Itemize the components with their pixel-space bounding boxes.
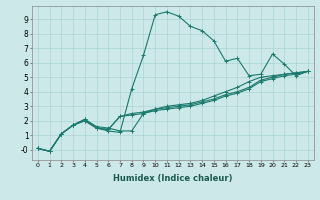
X-axis label: Humidex (Indice chaleur): Humidex (Indice chaleur) [113, 174, 233, 183]
